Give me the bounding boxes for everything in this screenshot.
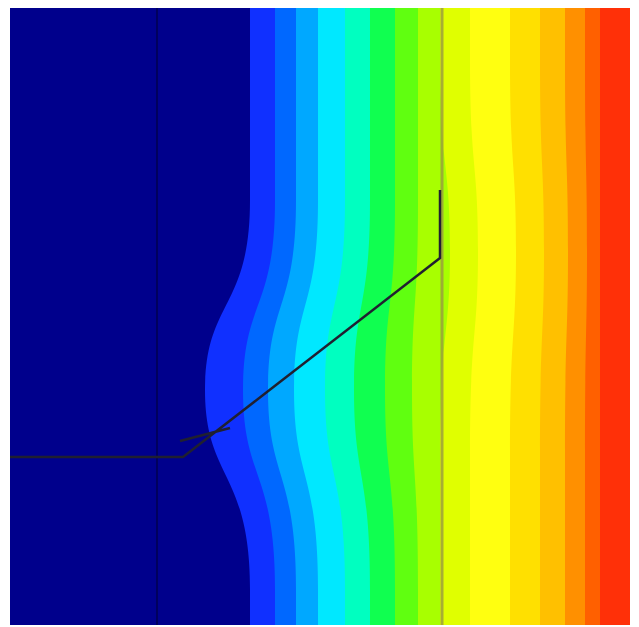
contour-band <box>10 8 250 625</box>
contour-bands <box>10 8 630 625</box>
crack-branch <box>179 426 231 443</box>
crack-path <box>10 190 442 459</box>
